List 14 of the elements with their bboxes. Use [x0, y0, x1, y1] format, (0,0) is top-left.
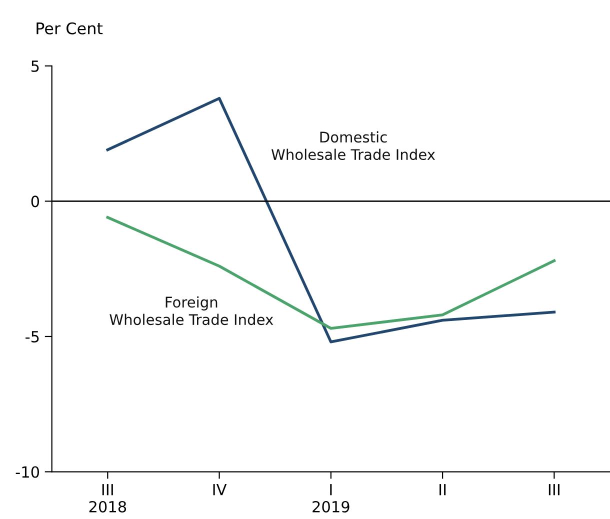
y-tick-label: -5 — [26, 331, 39, 343]
x-tick-label: II — [440, 484, 446, 496]
y-tick-label: 0 — [31, 196, 40, 208]
x-tick-label: IV — [213, 484, 227, 496]
series-label: Foreign Wholesale Trade Index — [110, 296, 274, 326]
line-series — [106, 216, 556, 330]
x-tick-label: III — [548, 484, 560, 496]
series-label: Domestic Wholesale Trade Index — [271, 131, 436, 160]
line-series — [106, 96, 556, 344]
x-tick-label: III 2018 — [89, 484, 126, 513]
y-axis-title: Per Cent — [36, 22, 103, 34]
x-tick-label: I 2019 — [312, 484, 350, 513]
y-tick-label: -10 — [16, 466, 40, 478]
y-tick-label: 5 — [32, 60, 39, 72]
